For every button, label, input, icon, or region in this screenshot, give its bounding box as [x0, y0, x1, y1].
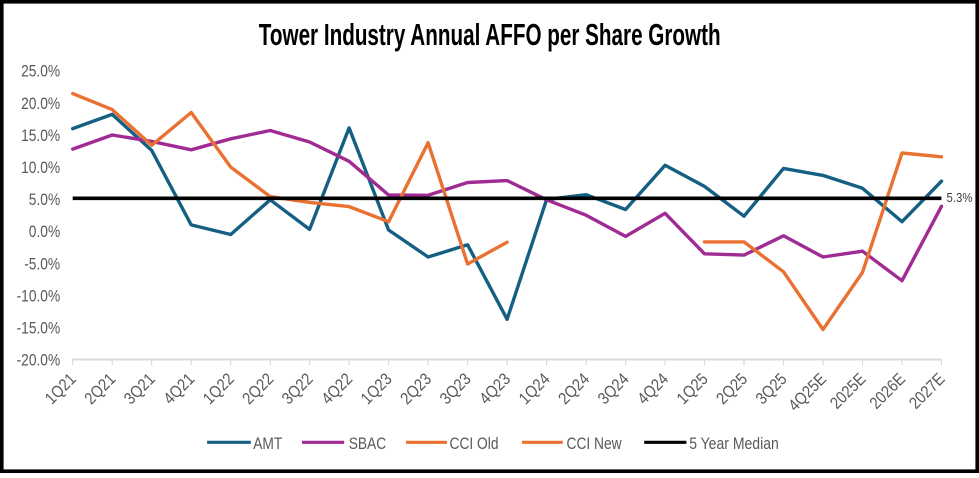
svg-text:5 Year Median: 5 Year Median — [689, 434, 779, 453]
svg-text:15.0%: 15.0% — [21, 126, 60, 145]
svg-text:10.0%: 10.0% — [21, 158, 60, 177]
svg-text:CCI New: CCI New — [567, 434, 623, 453]
svg-text:Tower Industry Annual AFFO per: Tower Industry Annual AFFO per Share Gro… — [259, 18, 721, 52]
svg-text:CCI Old: CCI Old — [450, 434, 499, 453]
svg-text:-10.0%: -10.0% — [17, 286, 61, 305]
svg-text:25.0%: 25.0% — [21, 62, 60, 81]
svg-text:0.0%: 0.0% — [29, 222, 60, 241]
svg-text:-5.0%: -5.0% — [24, 254, 60, 273]
svg-text:-20.0%: -20.0% — [17, 351, 61, 370]
svg-text:AMT: AMT — [253, 434, 282, 453]
svg-text:5.3%: 5.3% — [947, 190, 973, 205]
svg-text:-15.0%: -15.0% — [17, 319, 61, 338]
svg-text:5.0%: 5.0% — [29, 190, 60, 209]
svg-text:20.0%: 20.0% — [21, 94, 60, 113]
svg-text:SBAC: SBAC — [349, 434, 387, 453]
